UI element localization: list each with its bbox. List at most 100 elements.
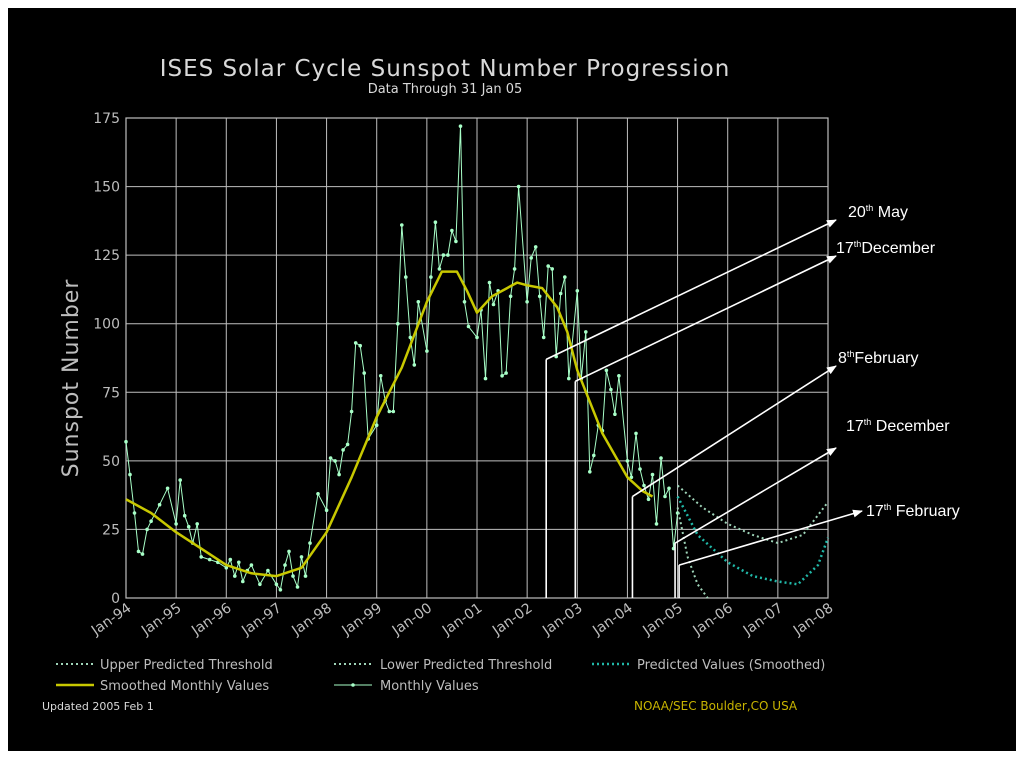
annotation-month-3: December: [871, 418, 950, 435]
x-tick-Jan-07: Jan-07: [740, 600, 786, 639]
updated-note: Updated 2005 Feb 1: [42, 700, 154, 713]
x-tick-Jan-06: Jan-06: [690, 600, 736, 639]
monthly-point-51: [387, 409, 392, 414]
monthly-point-67: [458, 124, 463, 128]
monthly-point-8: [165, 486, 170, 491]
monthly-point-2: [132, 511, 137, 515]
monthly-point-21: [237, 560, 241, 565]
legend-predicted: Predicted Values (Smoothed): [637, 658, 825, 673]
x-tick-Jan-05: Jan-05: [639, 600, 685, 639]
monthly-point-65: [450, 228, 454, 233]
monthly-point-32: [295, 585, 300, 589]
y-tick-labels: 0 25 50 75 100 125 150 175: [93, 111, 120, 607]
grid-lines: [125, 117, 829, 599]
monthly-point-11: [182, 513, 187, 518]
monthly-point-41: [341, 448, 345, 452]
monthly-point-16: [207, 557, 212, 562]
legend-lower: Lower Predicted Threshold: [380, 658, 552, 673]
x-tick-Jan-03: Jan-03: [539, 600, 585, 639]
monthly-point-86: [546, 264, 550, 268]
y-tick-25: 25: [102, 522, 120, 538]
monthly-point-19: [228, 557, 233, 562]
series-monthly-line: [125, 126, 679, 592]
monthly-point-80: [516, 184, 521, 189]
y-tick-100: 100: [93, 317, 120, 333]
monthly-point-27: [274, 582, 279, 587]
monthly-point-91: [567, 376, 571, 381]
monthly-point-44: [353, 341, 358, 345]
annotation-label-4: 17th February: [866, 502, 960, 520]
monthly-point-60: [429, 275, 433, 279]
monthly-point-103: [625, 459, 630, 463]
annotation-month-0: May: [873, 204, 908, 221]
annotation-day-4: 17: [866, 503, 884, 520]
annotation-arrow-3: [674, 447, 837, 544]
monthly-point-0: [124, 439, 128, 444]
annotation-arrow-4: [678, 509, 863, 566]
monthly-point-112: [663, 494, 667, 499]
monthly-point-81: [525, 300, 529, 304]
monthly-point-46: [362, 371, 367, 375]
series-smoothed-line: [125, 270, 654, 578]
monthly-point-40: [337, 472, 341, 477]
monthly-point-5: [145, 527, 149, 532]
series-lower-threshold: [676, 507, 709, 599]
monthly-point-113: [667, 486, 671, 491]
legend-swatch-monthly-dot: [351, 683, 355, 687]
monthly-point-35: [308, 541, 312, 545]
x-tick-Jan-04: Jan-04: [589, 600, 635, 639]
chart-subtitle: Data Through 31 Jan 05: [368, 82, 523, 97]
monthly-point-64: [446, 253, 450, 257]
monthly-point-90: [563, 275, 567, 279]
monthly-point-38: [328, 456, 333, 460]
monthly-point-29: [283, 563, 287, 567]
monthly-point-6: [149, 519, 153, 523]
annotation-month-2: February: [854, 350, 918, 367]
monthly-point-54: [400, 223, 404, 227]
monthly-point-106: [638, 467, 642, 471]
annotation-label-1: 17thDecember: [836, 239, 936, 257]
annotation-arrow-1: [574, 255, 837, 383]
monthly-point-107: [642, 483, 646, 488]
monthly-point-63: [441, 253, 446, 257]
monthly-point-105: [634, 431, 638, 436]
monthly-point-36: [316, 492, 320, 496]
monthly-point-22: [241, 579, 245, 584]
annotation-suffix-0: th: [866, 203, 874, 213]
y-tick-150: 150: [93, 180, 120, 196]
monthly-point-42: [345, 442, 350, 447]
monthly-point-45: [358, 343, 363, 348]
monthly-point-77: [504, 371, 508, 375]
annotation-month-4: February: [891, 503, 959, 520]
series-upper-threshold: [676, 484, 829, 545]
monthly-point-7: [157, 502, 162, 507]
monthly-point-52: [391, 409, 396, 414]
legend-upper: Upper Predicted Threshold: [100, 658, 273, 673]
monthly-point-18: [224, 566, 229, 570]
legend-smoothed: Smoothed Monthly Values: [100, 679, 269, 694]
series-predicted-smoothed: [676, 495, 830, 586]
monthly-point-14: [195, 522, 199, 526]
monthly-point-15: [199, 555, 203, 559]
annotation-label-3: 17th December: [846, 417, 950, 435]
monthly-point-110: [654, 522, 659, 526]
annotation-day-2: 8: [838, 350, 847, 367]
monthly-point-83: [533, 245, 538, 249]
annotation-arrow-0: [545, 219, 837, 361]
monthly-point-87: [550, 267, 554, 271]
monthly-point-101: [613, 412, 617, 417]
monthly-point-85: [541, 335, 546, 340]
credit-label: NOAA/SEC Boulder,CO USA: [634, 699, 798, 713]
x-tick-Jan-97: Jan-97: [238, 600, 284, 639]
monthly-point-96: [592, 453, 596, 458]
monthly-point-76: [500, 374, 504, 378]
monthly-point-1: [128, 472, 132, 477]
monthly-point-55: [404, 275, 408, 279]
monthly-point-109: [650, 472, 655, 477]
monthly-point-20: [233, 574, 237, 578]
monthly-point-28: [278, 588, 283, 592]
monthly-point-73: [487, 280, 492, 285]
x-tick-Jan-95: Jan-95: [138, 600, 184, 639]
